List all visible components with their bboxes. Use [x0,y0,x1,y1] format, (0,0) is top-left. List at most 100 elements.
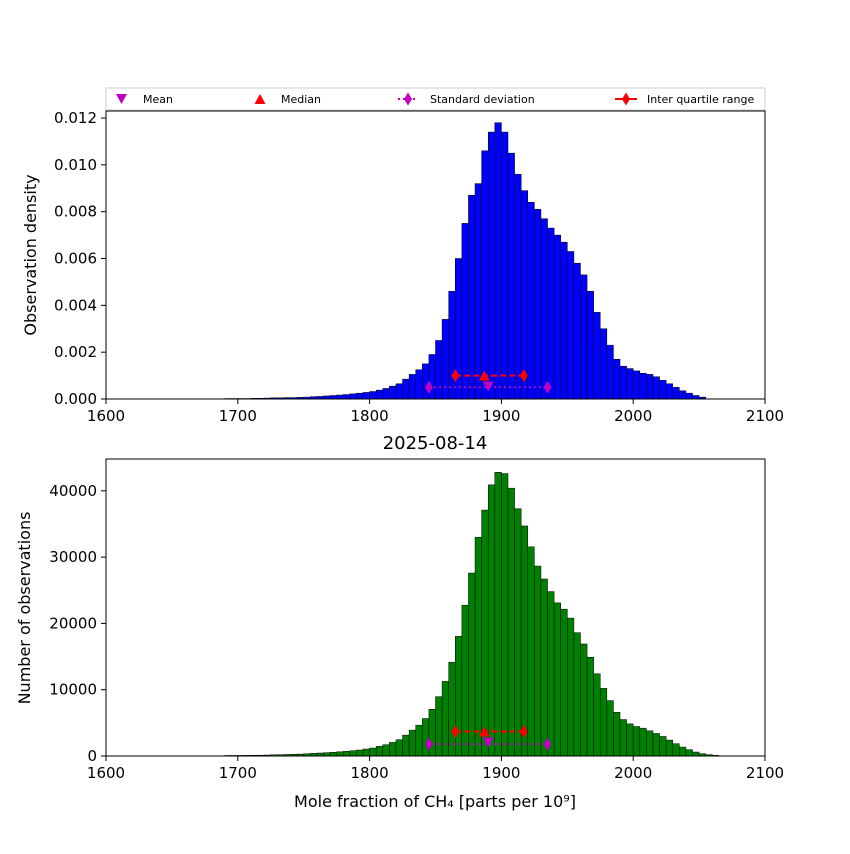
bot-bar [356,750,363,756]
legend-label-median: Median [281,93,321,106]
top-bar [627,369,634,399]
top-bar [429,355,436,399]
top-bar [468,195,475,399]
top-bar [350,394,357,399]
bot-bar [653,733,660,756]
bot-x-tick-label: 1600 [87,764,125,782]
bot-bar [548,592,555,756]
top-bar [646,374,653,399]
bot-bar [633,727,640,757]
top-bars [225,123,706,399]
top-bar [567,251,574,399]
bot-bar [679,747,686,756]
bottom-y-axis-label: Number of observations [15,512,34,705]
top-bar [376,390,383,399]
bot-bar [541,579,548,756]
top-bar [633,371,640,399]
top-bar [554,235,561,399]
top-bar [515,174,522,399]
top-y-tick-label: 0.010 [54,156,97,174]
bot-bar [666,740,673,756]
top-bar [613,359,620,399]
top-y-axis-label: Observation density [21,174,40,335]
top-bar [607,345,614,399]
bot-bar [534,566,541,756]
top-bar [594,312,601,399]
top-bar [561,242,568,399]
top-x-tick-label: 1600 [87,407,125,425]
top-bar [660,380,667,399]
top-x-tick-label: 1700 [219,407,257,425]
bot-bar [337,752,344,756]
bot-bar [455,636,462,756]
top-x-tick-label: 2000 [614,407,652,425]
bot-x-tick-label: 2100 [746,764,784,782]
bottom-x-axis-label: Mole fraction of CH₄ [parts per 10⁹] [294,792,576,811]
top-bar [330,395,337,399]
bot-bar [429,709,436,756]
bot-bar [370,748,377,756]
bot-bar [587,657,594,756]
bot-x-tick-label: 1800 [351,764,389,782]
legend-label-std: Standard deviation [430,93,535,106]
legend: Mean Median Standard deviation Inter qua… [106,88,765,110]
bot-bar [620,720,627,756]
bot-bar [363,749,370,756]
bot-bar [501,474,508,756]
bot-bar [528,547,535,756]
top-bar [462,223,469,399]
bot-bar [567,618,574,756]
top-bar [673,387,680,399]
top-bar [337,395,344,399]
top-y-tick-label: 0.008 [54,203,97,221]
bot-bar [330,752,337,756]
bot-x-tick-label: 1700 [219,764,257,782]
top-y-tick-label: 0.002 [54,343,97,361]
top-bar [600,329,607,399]
top-bar [548,228,555,399]
top-bar [534,209,541,399]
bot-bar [468,573,475,756]
bot-bar [693,752,700,756]
bot-bar [508,488,515,756]
top-bar [580,275,587,399]
bot-bar [383,745,390,756]
top-bar [574,263,581,399]
bot-bar [462,605,469,756]
top-bar [449,291,456,399]
bot-bar [376,746,383,756]
bot-bar [613,712,620,756]
top-bar [475,184,482,399]
bot-y-tick-label: 40000 [49,482,97,500]
top-bar [370,392,377,399]
bot-bar [646,731,653,756]
bot-bar [449,662,456,756]
top-bar [666,384,673,399]
top-y-tick-label: 0.006 [54,250,97,268]
bot-bar [488,485,495,756]
bot-bar [482,510,489,756]
top-bar [488,132,495,399]
top-bar [389,386,396,399]
bot-bar [561,609,568,756]
top-bar [686,393,693,399]
bot-x-tick-label: 1900 [482,764,520,782]
bot-bar [607,701,614,756]
top-bar [436,340,443,399]
bot-bar [495,472,502,756]
bottom-panel-title: 2025-08-14 [383,433,488,454]
top-x-tick-label: 1800 [351,407,389,425]
top-bar [653,377,660,399]
top-bar [409,374,416,399]
bot-bar [422,719,429,756]
top-bar [541,219,548,399]
bot-bar [350,751,357,756]
bot-bar [409,730,416,756]
bot-bar [343,751,350,756]
